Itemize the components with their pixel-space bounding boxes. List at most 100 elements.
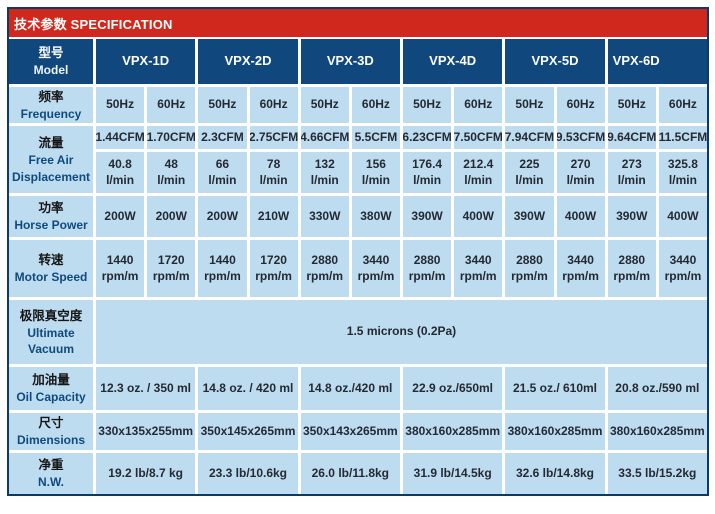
flow-lmin-number: 156	[365, 156, 386, 171]
flow-cfm-value: 9.53CFM	[556, 126, 605, 149]
speed-unit: rpm/m	[152, 268, 190, 283]
speed-unit: rpm/m	[408, 268, 446, 283]
speed-number: 2880	[311, 252, 339, 267]
nw-label-zh: 净重	[38, 458, 64, 473]
frequency-value: 50Hz	[198, 87, 247, 123]
oil-row-label: 加油量 Oil Capacity	[9, 367, 93, 410]
dimensions-row-label: 尺寸 Dimensions	[9, 413, 93, 450]
dimensions-value: 330x135x255mm	[96, 413, 196, 450]
speed-value: 2880 rpm/m	[505, 240, 554, 297]
power-value: 390W	[505, 196, 554, 237]
flow-lmin-value: 48 l/min	[147, 152, 196, 193]
model-header: VPX-4D	[403, 39, 503, 84]
speed-value: 1720 rpm/m	[147, 240, 196, 297]
flow-lmin-number: 48	[164, 156, 178, 171]
flow-cfm-value: 7.50CFM	[454, 126, 503, 149]
flow-lmin-value: 225 l/min	[505, 152, 554, 193]
flow-lmin-unit: l/min	[259, 172, 288, 187]
flow-lmin-unit: l/min	[668, 172, 697, 187]
oil-value: 20.8 oz./590 ml	[607, 367, 707, 410]
flow-lmin-number: 132	[314, 156, 335, 171]
flow-lmin-number: 176.4	[412, 156, 443, 171]
flow-lmin-number: 270	[570, 156, 591, 171]
speed-number: 3440	[464, 252, 492, 267]
power-label-zh: 功率	[38, 201, 64, 216]
flow-cfm-value: 9.64CFM	[607, 126, 656, 149]
speed-unit: rpm/m	[255, 268, 292, 283]
frequency-value: 60Hz	[249, 87, 298, 123]
flow-lmin-unit: l/min	[413, 172, 442, 187]
oil-label-zh: 加油量	[32, 373, 70, 388]
flow-lmin-value: 132 l/min	[300, 152, 349, 193]
flow-lmin-unit: l/min	[617, 172, 646, 187]
power-value: 330W	[300, 196, 349, 237]
flow-lmin-unit: l/min	[464, 172, 493, 187]
dimensions-label-en: Dimensions	[16, 433, 85, 448]
speed-number: 3440	[669, 252, 697, 267]
frequency-value: 50Hz	[505, 87, 554, 123]
speed-unit: rpm/m	[306, 268, 344, 283]
flow-lmin-number: 66	[215, 156, 230, 171]
model-header: VPX-5D	[505, 39, 605, 84]
vacuum-value: 1.5 microns (0.2Pa)	[96, 300, 707, 364]
dimensions-value: 350x143x265mm	[300, 413, 400, 450]
spec-grid: 型号 Model VPX-1D VPX-2D VPX-3D VPX-4D VPX…	[9, 39, 707, 494]
flow-lmin-value: 325.8 l/min	[658, 152, 707, 193]
speed-value: 1440 rpm/m	[96, 240, 145, 297]
power-value: 390W	[607, 196, 656, 237]
frequency-value: 50Hz	[96, 87, 145, 123]
speed-unit: rpm/m	[562, 268, 599, 283]
power-value: 200W	[198, 196, 247, 237]
vacuum-label-en: Ultimate	[27, 325, 75, 340]
speed-value: 3440 rpm/m	[556, 240, 605, 297]
speed-value: 2880 rpm/m	[300, 240, 349, 297]
power-label-en: Horse Power	[14, 218, 88, 233]
oil-value: 12.3 oz. / 350 ml	[96, 367, 196, 410]
vacuum-label-en: Vacuum	[27, 342, 75, 357]
vacuum-label-zh: 极限真空度	[19, 308, 83, 323]
flow-row-label: 流量 Free Air Displacement	[9, 126, 93, 193]
oil-label-en: Oil Capacity	[16, 390, 86, 405]
speed-number: 1440	[106, 252, 134, 267]
frequency-value: 50Hz	[300, 87, 349, 123]
flow-cfm-value: 1.70CFM	[147, 126, 196, 149]
speed-unit: rpm/m	[357, 268, 395, 283]
speed-number: 2880	[618, 252, 646, 267]
model-header: VPX-6D	[607, 39, 707, 84]
flow-lmin-number: 40.8	[108, 156, 132, 171]
power-value: 400W	[658, 196, 707, 237]
flow-lmin-value: 78 l/min	[249, 152, 298, 193]
model-header: VPX-1D	[96, 39, 196, 84]
speed-number: 2880	[516, 252, 543, 267]
flow-lmin-number: 225	[519, 156, 540, 171]
flow-lmin-unit: l/min	[208, 172, 237, 187]
flow-lmin-value: 66 l/min	[198, 152, 247, 193]
speed-value: 1440 rpm/m	[198, 240, 247, 297]
power-value: 200W	[147, 196, 196, 237]
speed-unit: rpm/m	[459, 268, 497, 283]
oil-value: 14.8 oz. / 420 ml	[198, 367, 298, 410]
power-value: 390W	[403, 196, 452, 237]
flow-lmin-value: 273 l/min	[607, 152, 656, 193]
nw-value: 19.2 lb/8.7 kg	[96, 453, 196, 494]
flow-lmin-value: 156 l/min	[351, 152, 400, 193]
nw-row-label: 净重 N.W.	[9, 453, 93, 494]
speed-value: 2880 rpm/m	[607, 240, 656, 297]
speed-number: 3440	[567, 252, 594, 267]
model-row-label: 型号 Model	[9, 39, 93, 84]
speed-unit: rpm/m	[101, 268, 139, 283]
flow-lmin-number: 212.4	[463, 156, 494, 171]
flow-lmin-number: 325.8	[667, 156, 698, 171]
flow-lmin-unit: l/min	[310, 172, 339, 187]
specification-table: 技术参数 SPECIFICATION 型号 Model VPX-1D VPX-2…	[7, 7, 709, 496]
flow-lmin-unit: l/min	[515, 172, 544, 187]
speed-number: 1720	[157, 252, 185, 267]
dimensions-label-zh: 尺寸	[38, 416, 64, 431]
flow-cfm-value: 6.23CFM	[403, 126, 452, 149]
speed-unit: rpm/m	[664, 268, 702, 283]
frequency-value: 60Hz	[658, 87, 707, 123]
speed-value: 2880 rpm/m	[403, 240, 452, 297]
dimensions-value: 350x145x265mm	[198, 413, 298, 450]
flow-cfm-value: 11.5CFM	[658, 126, 707, 149]
